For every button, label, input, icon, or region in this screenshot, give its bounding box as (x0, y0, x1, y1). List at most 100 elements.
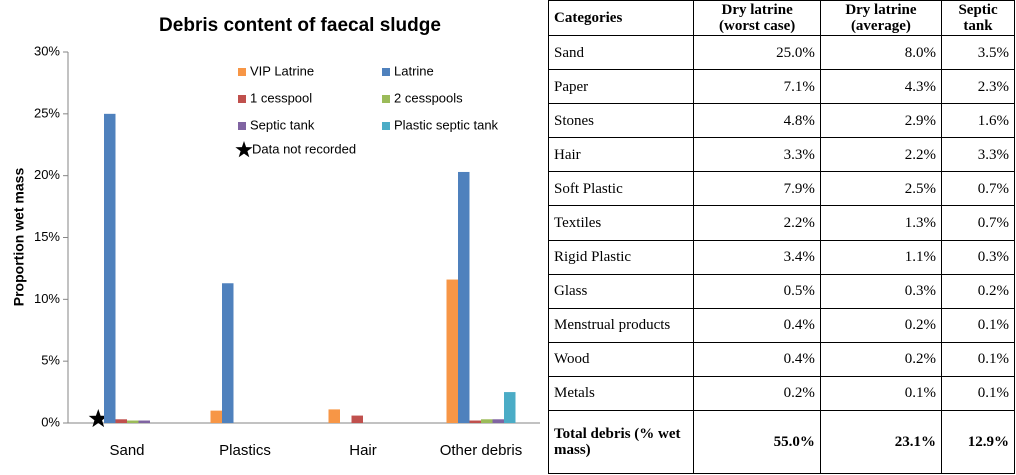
chart: Debris content of faecal sludge Proporti… (11, 15, 540, 459)
value-cell: 2.9% (819, 103, 943, 139)
legend-swatch (382, 68, 390, 76)
bar (138, 420, 150, 423)
y-tick-label: 30% (34, 43, 60, 58)
legend-marker (235, 141, 253, 158)
bar (469, 420, 481, 423)
bar (104, 113, 116, 423)
value-cell: 25.0% (693, 34, 821, 71)
header-cell: Septic tank (941, 0, 1015, 36)
x-tick-label: Other debris (440, 442, 523, 459)
category-cell: Rigid Plastic (547, 239, 695, 275)
value-cell: 0.1% (941, 341, 1015, 377)
value-cell: 2.5% (819, 171, 943, 207)
category-cell: Sand (547, 34, 695, 71)
value-cell: 1.1% (819, 239, 943, 275)
value-cell: 3.3% (941, 137, 1015, 173)
x-tick-label: Hair (349, 442, 377, 459)
value-cell: 8.0% (819, 34, 943, 71)
legend-label: Plastic septic tank (394, 117, 499, 132)
y-tick-label: 10% (34, 291, 60, 306)
category-cell: Paper (547, 69, 695, 105)
value-cell: 7.9% (693, 171, 821, 207)
category-cell: Glass (547, 273, 695, 309)
value-cell: 0.4% (693, 341, 821, 377)
table-row: Stones 4.8% 2.9% 1.6% (547, 103, 1015, 139)
value-cell: 23.1% (819, 410, 943, 474)
bar (458, 171, 470, 423)
header-cell: Categories (547, 0, 695, 36)
header-cell: Dry latrine (average) (819, 0, 943, 36)
value-cell: 0.1% (941, 375, 1015, 412)
value-cell: 0.5% (693, 273, 821, 309)
legend-swatch (382, 95, 390, 103)
category-cell: Stones (547, 103, 695, 139)
bar (328, 409, 340, 423)
x-tick-label: Sand (109, 442, 144, 459)
value-cell: 55.0% (693, 410, 821, 474)
category-cell: Hair (547, 137, 695, 173)
value-cell: 0.3% (941, 239, 1015, 275)
y-tick-label: 5% (41, 353, 60, 368)
bar (127, 420, 139, 423)
value-cell: 1.3% (819, 205, 943, 241)
legend-label: VIP Latrine (250, 63, 314, 78)
category-cell: Wood (547, 341, 695, 377)
value-cell: 7.1% (693, 69, 821, 105)
annotation: Data not recorded (252, 141, 356, 156)
value-cell: 4.3% (819, 69, 943, 105)
category-cell: Total debris (% wet mass) (547, 410, 695, 474)
y-tick-label: 20% (34, 167, 60, 182)
value-cell: 0.4% (693, 307, 821, 343)
table-row: Metals 0.2% 0.1% 0.1% (547, 375, 1015, 412)
bar (222, 283, 234, 423)
bar (446, 279, 458, 423)
not-recorded-marker (88, 409, 108, 428)
legend-swatch (238, 122, 246, 130)
table-row: Paper 7.1% 4.3% 2.3% (547, 69, 1015, 105)
legend-swatch (238, 95, 246, 103)
value-cell: 0.2% (941, 273, 1015, 309)
y-tick-label: 25% (34, 105, 60, 120)
value-cell: 0.7% (941, 205, 1015, 241)
bar (115, 419, 127, 423)
value-cell: 0.7% (941, 171, 1015, 207)
table-row: Textiles 2.2% 1.3% 0.7% (547, 205, 1015, 241)
table-row: Menstrual products 0.4% 0.2% 0.1% (547, 307, 1015, 343)
value-cell: 12.9% (941, 410, 1015, 474)
table-row: Sand 25.0% 8.0% 3.5% (547, 34, 1015, 71)
table-row: Total debris (% wet mass) 55.0% 23.1% 12.9% (547, 410, 1015, 474)
legend-label: 1 cesspool (250, 90, 312, 105)
legend-label: Septic tank (250, 117, 315, 132)
category-cell: Textiles (547, 205, 695, 241)
bar (504, 392, 516, 423)
y-axis-label: Proportion wet mass (11, 168, 27, 307)
value-cell: 2.2% (819, 137, 943, 173)
bar (351, 415, 363, 423)
table-row: Glass 0.5% 0.3% 0.2% (547, 273, 1015, 309)
value-cell: 2.2% (693, 205, 821, 241)
y-tick-label: 0% (41, 414, 60, 429)
value-cell: 0.2% (819, 341, 943, 377)
header-row: Categories Dry latrine (worst case) Dry la… (547, 0, 1015, 36)
legend-swatch (382, 122, 390, 130)
header-cell: Dry latrine (worst case) (693, 0, 821, 36)
bar (210, 410, 222, 423)
value-cell: 1.6% (941, 103, 1015, 139)
value-cell: 0.1% (941, 307, 1015, 343)
value-cell: 3.4% (693, 239, 821, 275)
value-cell: 3.5% (941, 34, 1015, 71)
bar (492, 419, 504, 423)
value-cell: 0.2% (819, 307, 943, 343)
legend-swatch (238, 68, 246, 76)
bar (481, 419, 493, 423)
legend-label: 2 cesspools (394, 90, 463, 105)
table-row: Hair 3.3% 2.2% 3.3% (547, 137, 1015, 173)
x-tick-label: Plastics (219, 442, 271, 459)
value-cell: 2.3% (941, 69, 1015, 105)
table-row: Rigid Plastic 3.4% 1.1% 0.3% (547, 239, 1015, 275)
category-cell: Metals (547, 375, 695, 412)
debris-table: Categories Dry latrine (worst case) Dry la… (547, 0, 1015, 474)
y-tick-label: 15% (34, 229, 60, 244)
value-cell: 0.2% (693, 375, 821, 412)
